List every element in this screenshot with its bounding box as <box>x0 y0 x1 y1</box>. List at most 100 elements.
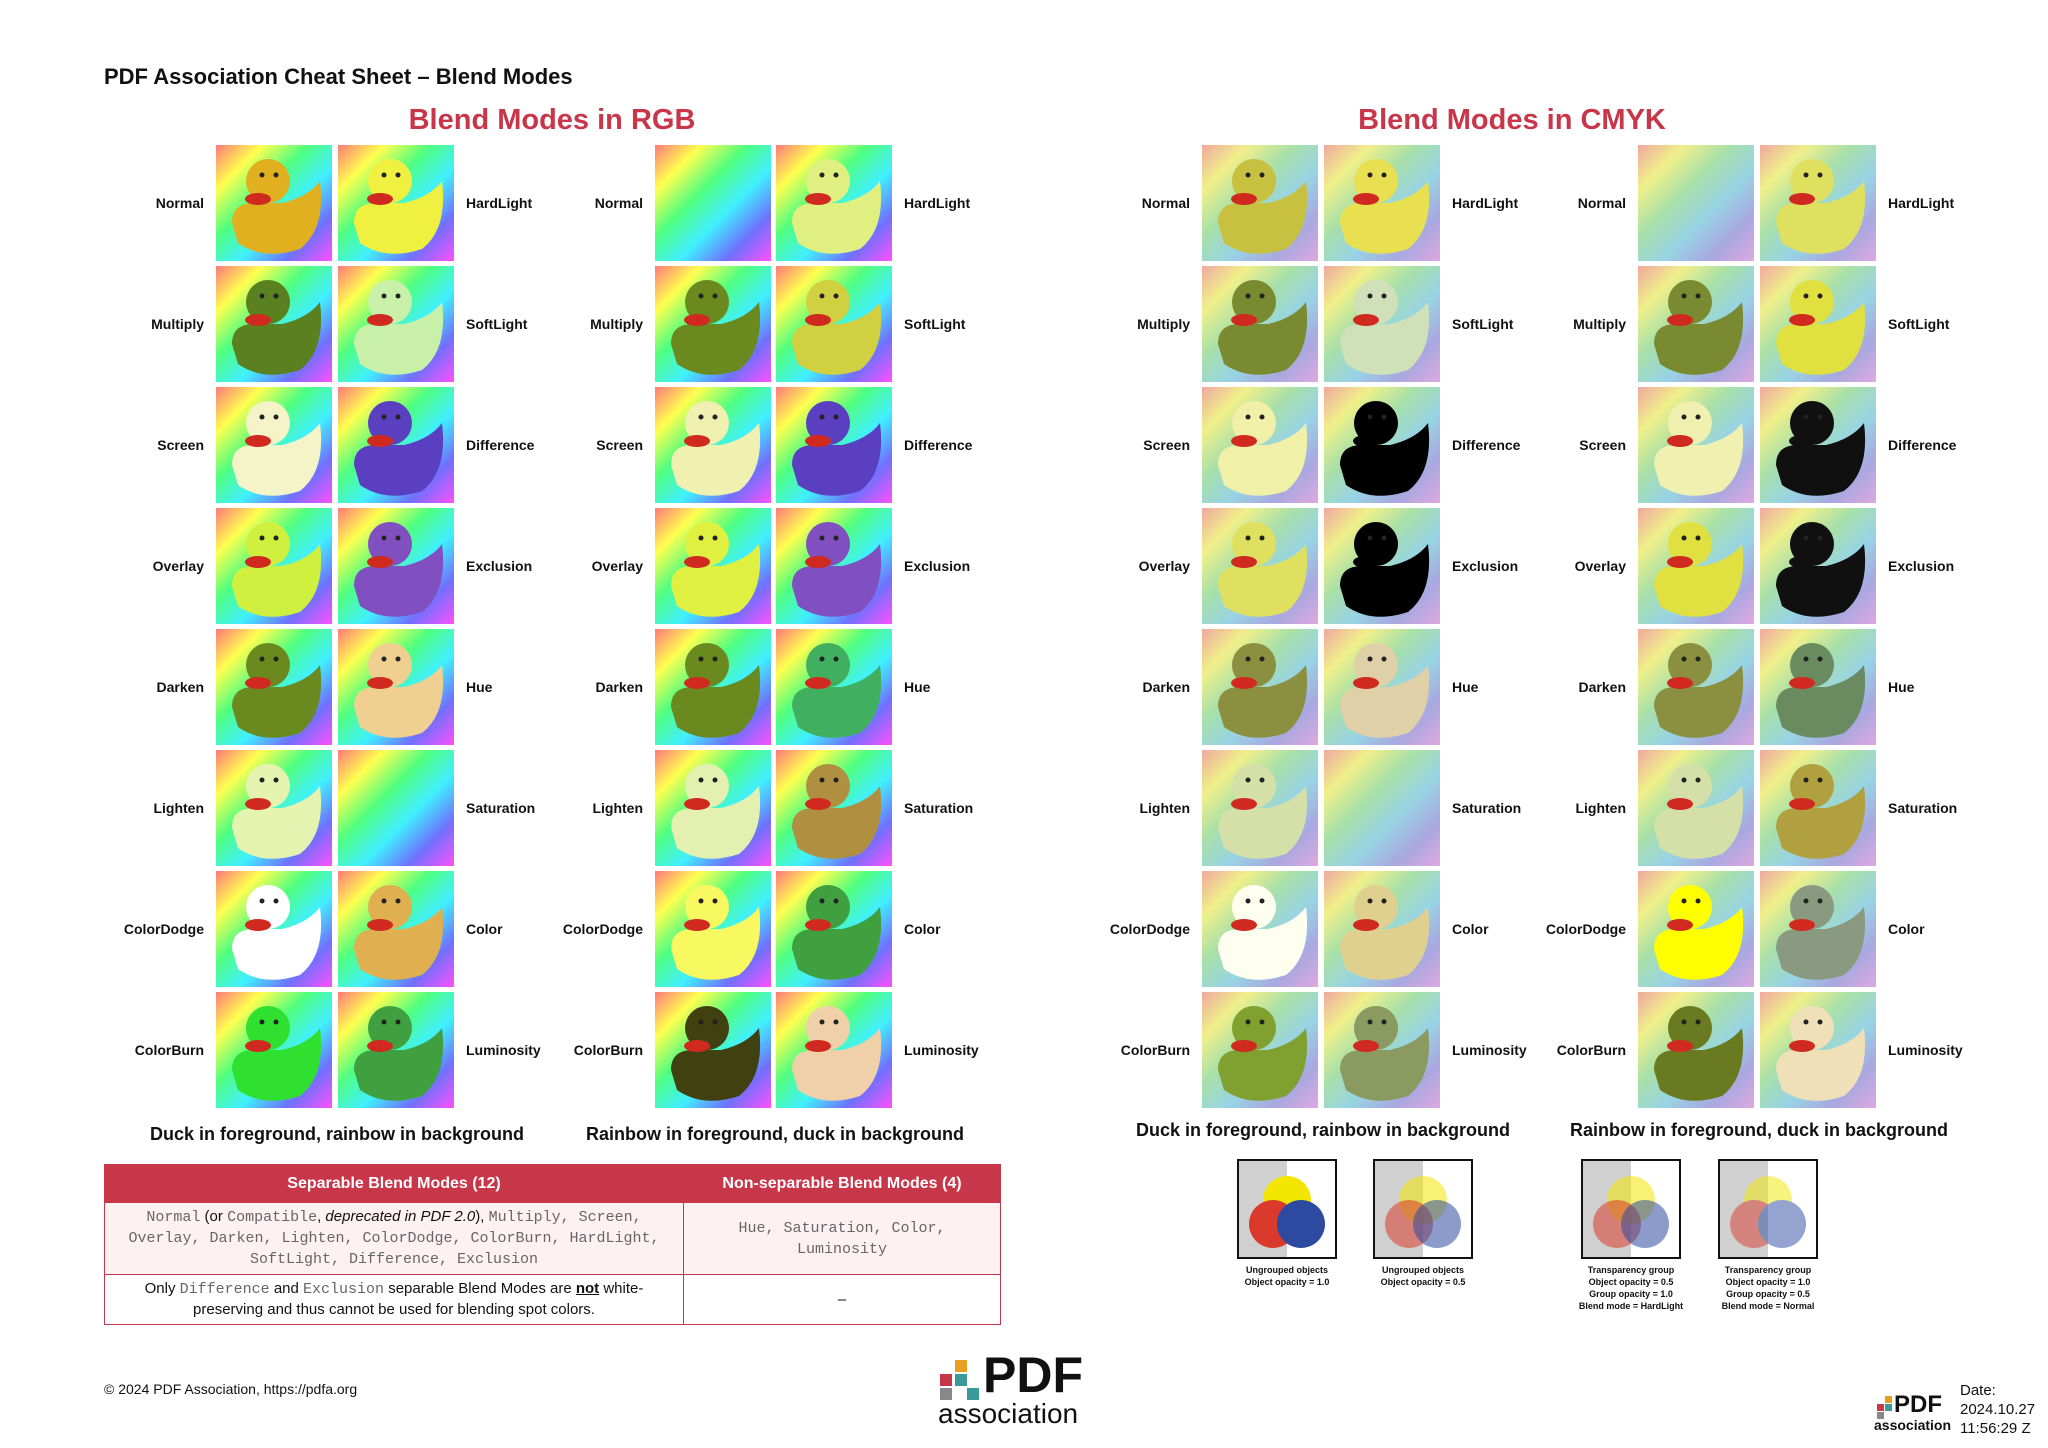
duck-eye <box>833 898 839 904</box>
mode-label: Darken <box>1578 679 1626 695</box>
duck-beak <box>1667 1040 1693 1052</box>
text-run: ), <box>475 1208 489 1225</box>
duck-head <box>1790 1006 1834 1050</box>
duck-eye <box>381 898 387 904</box>
text-run: Multiply, Screen, Overlay, Darken, Light… <box>128 1209 660 1268</box>
duck-head <box>1354 401 1398 445</box>
duck-body <box>1218 544 1308 617</box>
mode-label: SoftLight <box>466 316 528 332</box>
duck-body <box>1654 907 1744 980</box>
duck-eye <box>712 414 718 420</box>
duck-head <box>246 1006 290 1050</box>
duck-tile <box>1638 266 1754 382</box>
table-header: Separable Blend Modes (12) <box>104 1164 684 1203</box>
duck-tile <box>1638 145 1754 261</box>
mode-label: Difference <box>1452 437 1521 453</box>
duck-head <box>806 522 850 566</box>
mode-label: HardLight <box>466 195 533 211</box>
mode-label: Saturation <box>1888 800 1958 816</box>
duck-eye <box>395 172 401 178</box>
duck-body <box>1218 423 1308 496</box>
mode-label: HardLight <box>904 195 971 211</box>
duck-beak <box>367 556 393 568</box>
text-run: Exclusion <box>303 1281 385 1298</box>
duck-beak <box>1353 193 1379 205</box>
duck-eye <box>833 293 839 299</box>
duck-head <box>1232 522 1276 566</box>
duck-body <box>792 1028 882 1101</box>
duck-tile <box>1760 145 1876 261</box>
duck-head <box>1354 885 1398 929</box>
text-run: Compatible <box>227 1209 318 1226</box>
duck-eye <box>1695 777 1701 783</box>
duck-tile <box>338 750 454 866</box>
duck-eye <box>1695 898 1701 904</box>
duck-head <box>246 401 290 445</box>
duck-body <box>232 423 322 496</box>
duck-eye <box>259 898 265 904</box>
duck-eye <box>1381 293 1387 299</box>
blend-diagram <box>1373 1159 1473 1259</box>
duck-eye <box>819 656 825 662</box>
duck-beak <box>245 193 271 205</box>
mode-label: ColorDodge <box>1109 921 1190 937</box>
duck-beak <box>1231 556 1257 568</box>
duck-beak <box>684 919 710 931</box>
duck-eye <box>819 777 825 783</box>
duck-eye <box>273 656 279 662</box>
duck-eye <box>259 293 265 299</box>
duck-head <box>1232 764 1276 808</box>
diagram-caption: Transparency group Object opacity = 1.0 Gr… <box>1722 1264 1815 1312</box>
duck-eye <box>1259 535 1265 541</box>
mode-label: Lighten <box>1575 800 1626 816</box>
logo-subtext-small: association <box>1874 1417 1952 1433</box>
duck-beak <box>367 1040 393 1052</box>
mode-label: SoftLight <box>1888 316 1950 332</box>
duck-eye <box>712 1019 718 1025</box>
duck-eye <box>1681 898 1687 904</box>
duck-tile <box>216 750 332 866</box>
duck-eye <box>1681 656 1687 662</box>
duck-body <box>354 907 444 980</box>
duck-body <box>792 544 882 617</box>
duck-body <box>1654 302 1744 375</box>
duck-eye <box>1381 414 1387 420</box>
mode-label: Exclusion <box>466 558 533 574</box>
duck-head <box>1790 764 1834 808</box>
text-run: Hue, Saturation, Color, Luminosity <box>738 1219 946 1258</box>
diagram-caption: Transparency group Object opacity = 0.5 Gr… <box>1579 1264 1683 1312</box>
duck-tile <box>1324 145 1440 261</box>
time: 11:56:29 Z <box>1960 1420 2031 1437</box>
table-cell: Hue, Saturation, Color, Luminosity <box>683 1202 1001 1275</box>
mode-label: ColorBurn <box>134 1042 204 1058</box>
duck-eye <box>1245 293 1251 299</box>
duck-head <box>368 1006 412 1050</box>
mode-label: Luminosity <box>466 1042 541 1058</box>
grid-caption: Rainbow in foreground, duck in backgroun… <box>586 1124 964 1144</box>
duck-eye <box>1817 172 1823 178</box>
mode-label: Saturation <box>466 800 536 816</box>
duck-beak <box>1353 556 1379 568</box>
duck-head <box>1354 280 1398 324</box>
text-run: – <box>837 1290 847 1308</box>
tile-background <box>1638 145 1754 261</box>
duck-eye <box>1803 535 1809 541</box>
duck-eye <box>259 656 265 662</box>
duck-eye <box>1695 1019 1701 1025</box>
duck-eye <box>259 172 265 178</box>
duck-body <box>1218 665 1308 738</box>
text-run: Difference <box>179 1281 270 1298</box>
duck-eye <box>1381 656 1387 662</box>
duck-eye <box>1367 414 1373 420</box>
table-cell: – <box>683 1274 1001 1325</box>
circle-group <box>1385 1176 1461 1248</box>
duck-body <box>1340 302 1430 375</box>
mode-label: Lighten <box>153 800 204 816</box>
duck-tile <box>776 145 892 261</box>
mode-label: Exclusion <box>1888 558 1955 574</box>
duck-tile <box>1202 871 1318 987</box>
duck-beak <box>367 314 393 326</box>
duck-body <box>1218 1028 1308 1101</box>
duck-eye <box>1681 777 1687 783</box>
duck-eye <box>1695 656 1701 662</box>
